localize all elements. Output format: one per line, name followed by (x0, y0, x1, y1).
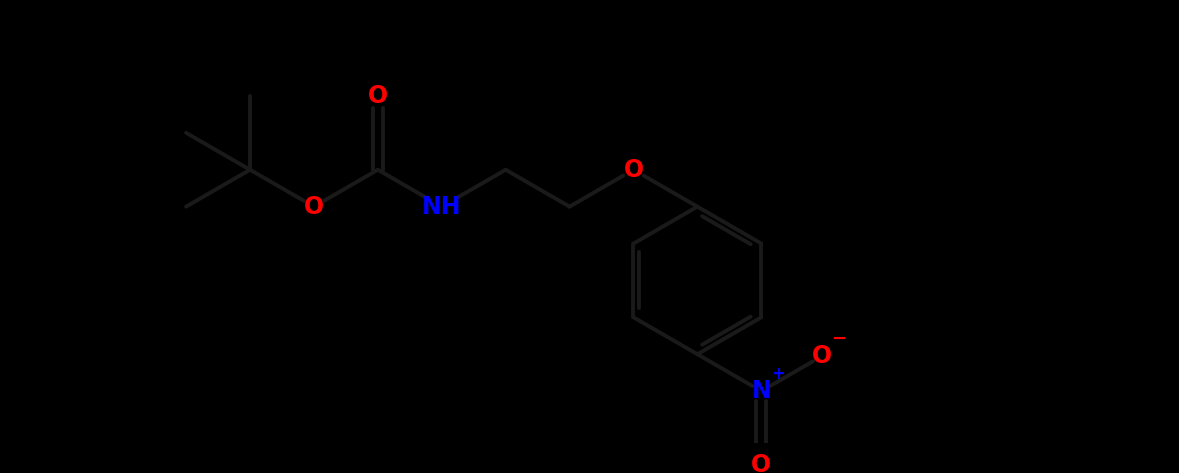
Text: −: − (831, 330, 847, 348)
Text: N: N (751, 379, 771, 403)
Text: +: + (771, 365, 785, 383)
Text: O: O (304, 194, 324, 219)
Text: O: O (624, 158, 644, 182)
Text: NH: NH (422, 194, 461, 219)
Text: O: O (368, 84, 388, 108)
Text: O: O (812, 344, 832, 368)
Text: O: O (751, 453, 771, 473)
